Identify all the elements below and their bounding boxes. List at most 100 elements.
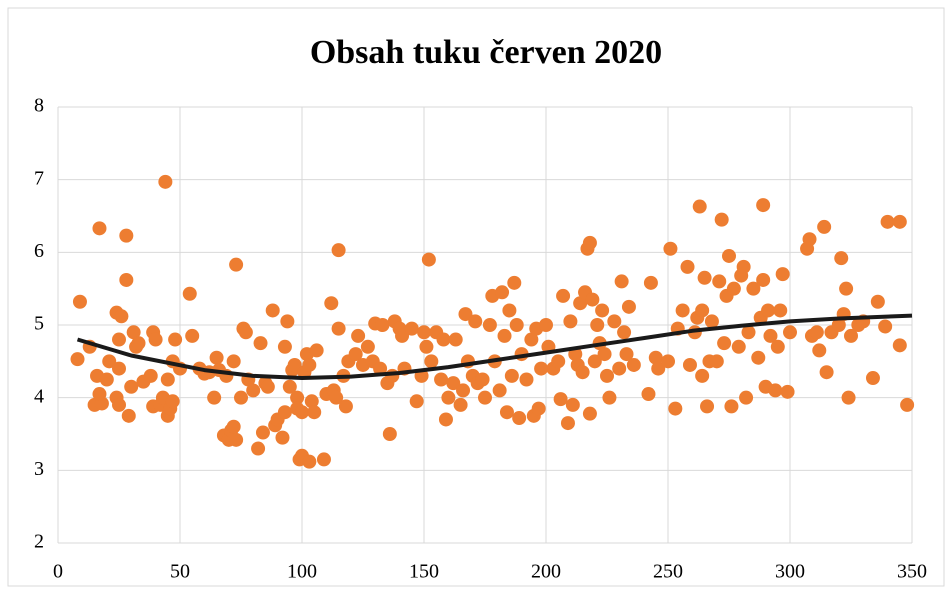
- point: [280, 314, 295, 329]
- point: [265, 303, 280, 318]
- point: [302, 357, 317, 372]
- point: [841, 390, 856, 405]
- point: [590, 318, 605, 332]
- point: [626, 357, 641, 372]
- point: [404, 321, 419, 336]
- y-tick-label: 2: [34, 531, 44, 553]
- point: [351, 328, 366, 343]
- point: [226, 354, 241, 369]
- point: [456, 383, 471, 398]
- point: [773, 303, 788, 318]
- point: [246, 383, 261, 398]
- point: [395, 328, 410, 343]
- point: [597, 347, 612, 362]
- point: [695, 368, 710, 383]
- point: [582, 406, 597, 421]
- point: [143, 368, 158, 383]
- point: [158, 174, 173, 189]
- point: [534, 361, 549, 376]
- point: [99, 372, 114, 387]
- point: [573, 296, 588, 311]
- point: [619, 347, 634, 362]
- point: [458, 307, 473, 322]
- x-tick-label: 300: [775, 561, 805, 583]
- point: [900, 397, 915, 412]
- point: [617, 325, 632, 340]
- point: [712, 274, 727, 289]
- point: [121, 408, 136, 423]
- point: [512, 411, 527, 426]
- y-tick-label: 6: [34, 240, 44, 262]
- point: [329, 390, 344, 405]
- point: [783, 325, 797, 340]
- point: [692, 199, 707, 214]
- x-tick-label: 50: [170, 561, 190, 583]
- point: [119, 228, 134, 243]
- point: [360, 339, 375, 354]
- point: [375, 318, 390, 332]
- point: [553, 392, 568, 407]
- point: [295, 405, 309, 420]
- point: [448, 332, 463, 347]
- y-tick-label: 5: [34, 313, 44, 335]
- point: [287, 357, 302, 372]
- point: [331, 321, 346, 336]
- point: [112, 361, 126, 376]
- point: [641, 387, 656, 402]
- point: [802, 232, 817, 247]
- point: [817, 219, 832, 234]
- y-tick-label: 7: [34, 167, 44, 189]
- point: [700, 399, 715, 414]
- point: [124, 379, 139, 394]
- point: [587, 354, 602, 369]
- point: [290, 390, 305, 405]
- point: [892, 338, 907, 353]
- point: [502, 303, 517, 318]
- point: [675, 303, 690, 318]
- point: [680, 259, 695, 274]
- point: [229, 257, 244, 272]
- point: [478, 390, 492, 405]
- point: [595, 303, 610, 318]
- point: [746, 281, 761, 296]
- point: [865, 371, 880, 386]
- point: [812, 343, 827, 358]
- point: [102, 354, 117, 369]
- point: [668, 401, 683, 416]
- x-tick-label: 350: [897, 561, 927, 583]
- point: [282, 379, 297, 394]
- point: [165, 394, 180, 409]
- point: [446, 376, 461, 391]
- point: [780, 384, 795, 399]
- point: [504, 368, 519, 383]
- point: [751, 350, 766, 365]
- point: [251, 441, 266, 456]
- point: [475, 372, 490, 387]
- point: [834, 251, 849, 266]
- point: [661, 354, 675, 369]
- point: [741, 325, 756, 340]
- point: [114, 309, 129, 324]
- point: [714, 212, 729, 227]
- point: [207, 390, 222, 405]
- point: [492, 383, 507, 398]
- point: [168, 332, 183, 347]
- point: [509, 318, 524, 332]
- point: [697, 270, 712, 285]
- point: [582, 235, 597, 250]
- point: [539, 318, 553, 332]
- point: [92, 387, 107, 402]
- point: [275, 430, 290, 445]
- point: [112, 332, 126, 347]
- point: [870, 294, 885, 309]
- point: [160, 372, 175, 387]
- point: [316, 452, 331, 467]
- point: [831, 318, 846, 332]
- point: [419, 339, 434, 354]
- point: [563, 314, 578, 329]
- point: [373, 361, 388, 376]
- trend-line: [76, 313, 913, 380]
- point: [441, 390, 456, 405]
- point: [382, 427, 397, 441]
- y-tick-label: 8: [34, 95, 44, 117]
